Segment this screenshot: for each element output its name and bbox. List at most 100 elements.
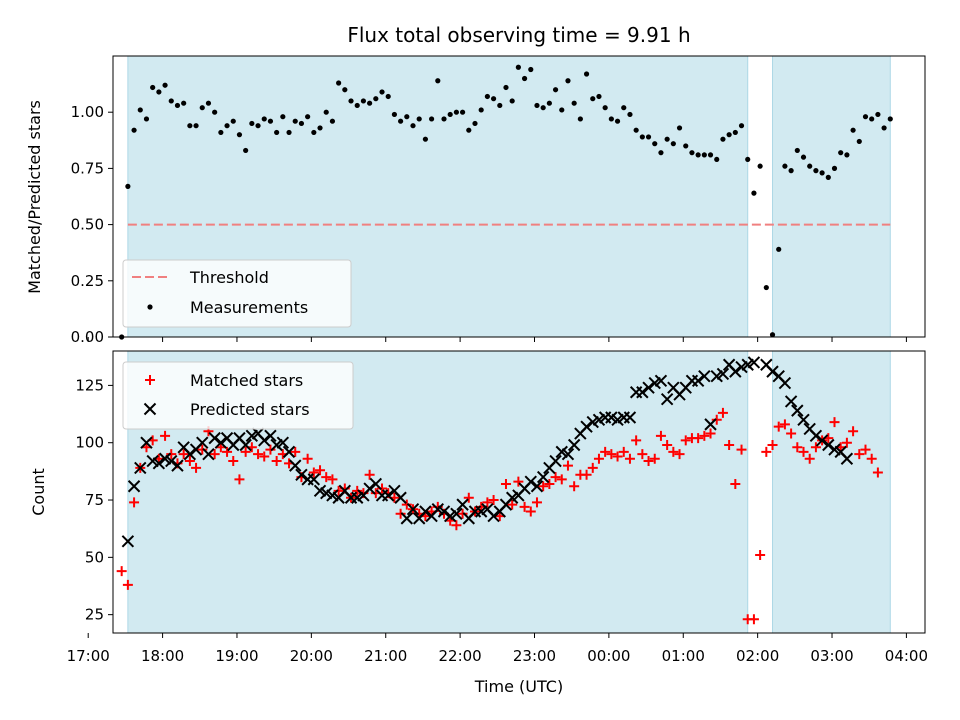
legend-measurements-label: Measurements	[190, 298, 308, 317]
predicted-star-marker	[747, 356, 761, 369]
measurement-point	[695, 152, 701, 158]
predicted-star-marker	[276, 436, 290, 449]
bottom-shaded-interval	[772, 351, 891, 633]
predicted-star-marker	[127, 480, 141, 493]
x-tick-label: 17:00	[67, 647, 110, 665]
measurement-point	[689, 150, 695, 156]
measurement-point	[429, 116, 435, 122]
matched-star-marker	[271, 456, 282, 467]
predicted-star-marker	[636, 386, 649, 399]
matched-star-marker	[519, 501, 530, 512]
top-y-tick-label: 1.00	[71, 103, 104, 121]
matched-star-marker	[463, 492, 474, 503]
measurement-point	[794, 147, 800, 154]
measurement-point	[844, 152, 850, 158]
matched-star-marker	[184, 456, 195, 467]
measurement-point	[379, 89, 385, 95]
measurement-point	[385, 93, 391, 100]
x-tick-label: 20:00	[290, 647, 333, 665]
bottom-y-tick-label: 50	[85, 548, 104, 566]
measurement-point	[639, 134, 645, 140]
x-tick-label: 23:00	[513, 647, 556, 665]
matched-star-marker	[315, 465, 326, 476]
measurement-point	[336, 80, 342, 86]
measurement-point	[850, 127, 856, 133]
predicted-star-marker	[642, 381, 655, 394]
matched-star-marker	[209, 449, 220, 460]
measurement-point	[212, 109, 218, 115]
predicted-star-marker	[809, 429, 823, 443]
predicted-star-marker	[264, 429, 277, 443]
measurement-point	[478, 107, 484, 113]
measurement-point	[769, 332, 776, 338]
matched-star-marker	[178, 449, 189, 460]
matched-star-marker	[395, 508, 406, 519]
bottom-legend-box	[122, 361, 354, 430]
predicted-star-marker	[363, 482, 376, 495]
matched-star-marker	[736, 444, 747, 455]
predicted-star-marker	[196, 436, 209, 449]
top-legend: Threshold Measurements	[122, 259, 352, 328]
predicted-star-marker	[691, 374, 705, 388]
predicted-star-marker	[654, 374, 668, 388]
x-tick-label: 04:00	[885, 647, 928, 665]
matched-star-marker	[748, 614, 759, 625]
predicted-star-marker	[778, 376, 792, 390]
predicted-star-marker	[121, 535, 135, 548]
matched-star-marker	[693, 433, 704, 444]
predicted-star-marker	[530, 480, 544, 493]
measurement-point	[714, 156, 720, 163]
measurement-point	[261, 116, 267, 122]
predicted-star-marker	[202, 447, 215, 461]
legend-threshold-label: Threshold	[189, 268, 269, 287]
measurement-point	[701, 152, 707, 158]
matched-star-marker	[600, 446, 611, 457]
matched-star-marker	[525, 506, 536, 517]
x-tick-label: 21:00	[364, 647, 407, 665]
bottom-y-tick-label: 125	[75, 376, 104, 394]
predicted-star-marker	[729, 365, 742, 378]
matched-star-marker	[637, 449, 648, 460]
predicted-star-marker	[382, 489, 395, 502]
measurement-point	[664, 136, 670, 142]
measurement-point	[683, 143, 689, 149]
measurement-point	[608, 116, 614, 122]
measurement-point	[466, 127, 472, 133]
matched-star-marker	[649, 453, 660, 464]
matched-star-marker	[513, 476, 524, 487]
measurement-point	[838, 150, 844, 156]
measurement-point	[559, 107, 565, 113]
matched-star-marker	[482, 497, 493, 508]
measurement-point	[230, 118, 236, 124]
measurement-point	[447, 111, 453, 118]
measurement-point	[391, 111, 398, 118]
measurement-point	[329, 118, 336, 124]
predicted-star-marker	[282, 445, 296, 459]
top-panel: 0.00 0.25 0.50 0.75 1.00 Threshold Measurement…	[71, 55, 926, 346]
predicted-star-marker	[152, 457, 166, 470]
matched-star-marker	[624, 453, 635, 464]
measurement-point	[267, 118, 274, 124]
matched-star-marker	[848, 426, 859, 437]
matched-star-marker	[872, 467, 883, 478]
matched-star-marker	[705, 428, 716, 439]
top-axes-frame	[112, 55, 926, 338]
matched-star-marker	[612, 451, 623, 462]
measurement-point	[354, 102, 360, 109]
measurement-point	[199, 105, 205, 111]
measurement-point	[807, 163, 813, 169]
bottom-legend: Matched stars Predicted stars	[122, 361, 354, 430]
measurement-point	[323, 109, 329, 115]
measurement-point	[720, 136, 726, 142]
matched-star-marker	[668, 446, 679, 457]
measurement-point	[236, 132, 243, 138]
x-tick-label: 01:00	[662, 647, 705, 665]
predicted-star-marker	[134, 461, 147, 475]
measurement-point	[416, 116, 422, 122]
legend-predicted-label: Predicted stars	[190, 400, 310, 419]
matched-star-marker	[166, 449, 177, 460]
top-legend-box	[122, 259, 352, 328]
measurement-point	[174, 102, 181, 109]
matched-star-marker	[699, 430, 710, 441]
measurement-point	[497, 102, 503, 109]
